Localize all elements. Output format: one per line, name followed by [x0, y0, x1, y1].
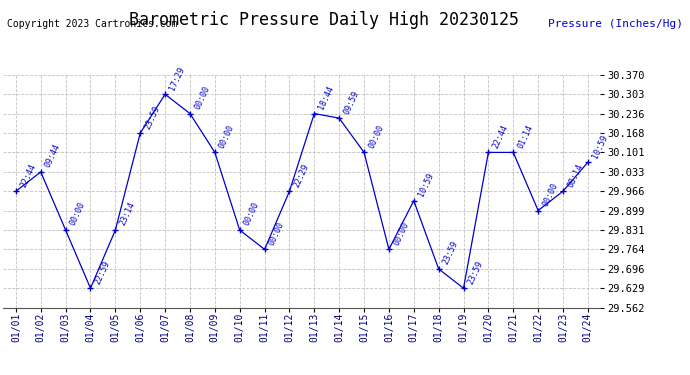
- Text: 22:29: 22:29: [293, 162, 311, 189]
- Text: 10:59: 10:59: [417, 171, 435, 198]
- Text: 23:59: 23:59: [442, 240, 460, 266]
- Text: 23:59: 23:59: [466, 259, 485, 285]
- Text: 23:14: 23:14: [118, 201, 137, 227]
- Text: 00:00: 00:00: [392, 220, 411, 247]
- Text: 00:00: 00:00: [193, 84, 211, 111]
- Text: 23:59: 23:59: [143, 104, 161, 130]
- Text: 22:59: 22:59: [93, 259, 112, 285]
- Text: Pressure (Inches/Hg): Pressure (Inches/Hg): [548, 19, 683, 29]
- Text: Copyright 2023 Cartronics.com: Copyright 2023 Cartronics.com: [7, 19, 177, 29]
- Text: 09:59: 09:59: [342, 89, 361, 116]
- Text: 22:44: 22:44: [19, 162, 37, 189]
- Text: 00:00: 00:00: [242, 201, 262, 227]
- Text: 10:59: 10:59: [591, 133, 609, 159]
- Text: 08:14: 08:14: [566, 162, 584, 189]
- Text: 00:00: 00:00: [217, 123, 237, 150]
- Text: 00:00: 00:00: [367, 123, 386, 150]
- Text: 22:44: 22:44: [491, 123, 510, 150]
- Text: 17:29: 17:29: [168, 65, 186, 92]
- Text: Barometric Pressure Daily High 20230125: Barometric Pressure Daily High 20230125: [129, 11, 520, 29]
- Text: 01:14: 01:14: [516, 123, 535, 150]
- Text: 00:00: 00:00: [541, 181, 560, 208]
- Text: 18:44: 18:44: [317, 84, 336, 111]
- Text: 00:00: 00:00: [68, 201, 87, 227]
- Text: 00:00: 00:00: [267, 220, 286, 247]
- Text: 09:44: 09:44: [43, 143, 62, 169]
